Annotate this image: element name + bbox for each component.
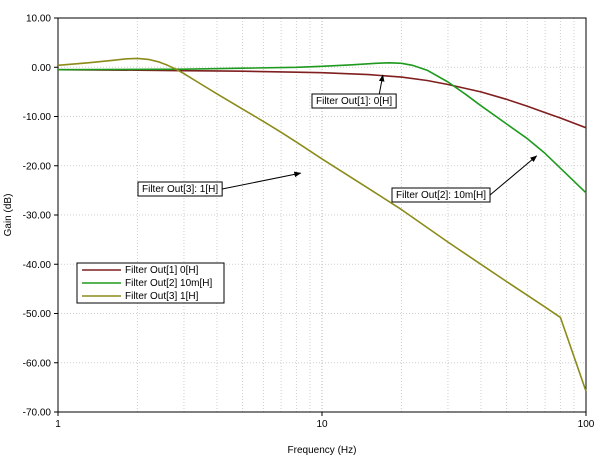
legend-label-3: Filter Out[3] 1[H]: [125, 291, 199, 302]
annotation-arrow: [378, 74, 385, 95]
annotation-label: Filter Out[2]: 10m[H]: [396, 190, 486, 201]
series-line-2: [57, 61, 587, 194]
x-axis-label: Frequency (Hz): [288, 445, 357, 456]
y-tick-label: -30.00: [23, 211, 52, 222]
y-tick-label: -10.00: [23, 112, 52, 123]
annotation-label: Filter Out[1]: 0[H]: [316, 96, 392, 107]
annotation-arrow: [222, 171, 302, 190]
x-tick-label: 10: [316, 419, 328, 430]
y-tick-label: -50.00: [23, 309, 52, 320]
y-tick-label: -70.00: [23, 408, 52, 419]
series-line-1: [57, 68, 587, 129]
annotation-box: [311, 93, 397, 109]
annotation-2: Filter Out[2]: 10m[H]: [391, 155, 538, 203]
tick-labels: 10.00 0.00 -10.00 -20.00 -30.00 -40.00 -50.00 -…: [23, 14, 595, 431]
y-tick-label: -40.00: [23, 260, 52, 271]
legend-label-2: Filter Out[2] 10m[H]: [125, 278, 212, 289]
y-axis-label: Gain (dB): [3, 194, 14, 237]
series-line-3: [57, 57, 587, 392]
x-tick-label: 100: [578, 419, 595, 430]
annotations: Filter Out[1]: 0[H] Filter Out[2]: 10m[H]…: [137, 74, 538, 203]
y-tick-label: 10.00: [26, 14, 51, 25]
y-tick-label: -20.00: [23, 161, 52, 172]
series-lines: [57, 57, 587, 392]
x-tick-label: 1: [55, 419, 61, 430]
y-tick-label: -60.00: [23, 358, 52, 369]
legend-label-1: Filter Out[1] 0[H]: [125, 265, 199, 276]
annotation-arrow: [489, 155, 538, 196]
y-tick-label: 0.00: [32, 63, 52, 74]
legend: Filter Out[1] 0[H] Filter Out[2] 10m[H] …: [76, 262, 225, 304]
annotation-label: Filter Out[3]: 1[H]: [142, 184, 218, 195]
annotation-3: Filter Out[3]: 1[H]: [137, 171, 302, 197]
annotation-1: Filter Out[1]: 0[H]: [311, 74, 397, 109]
